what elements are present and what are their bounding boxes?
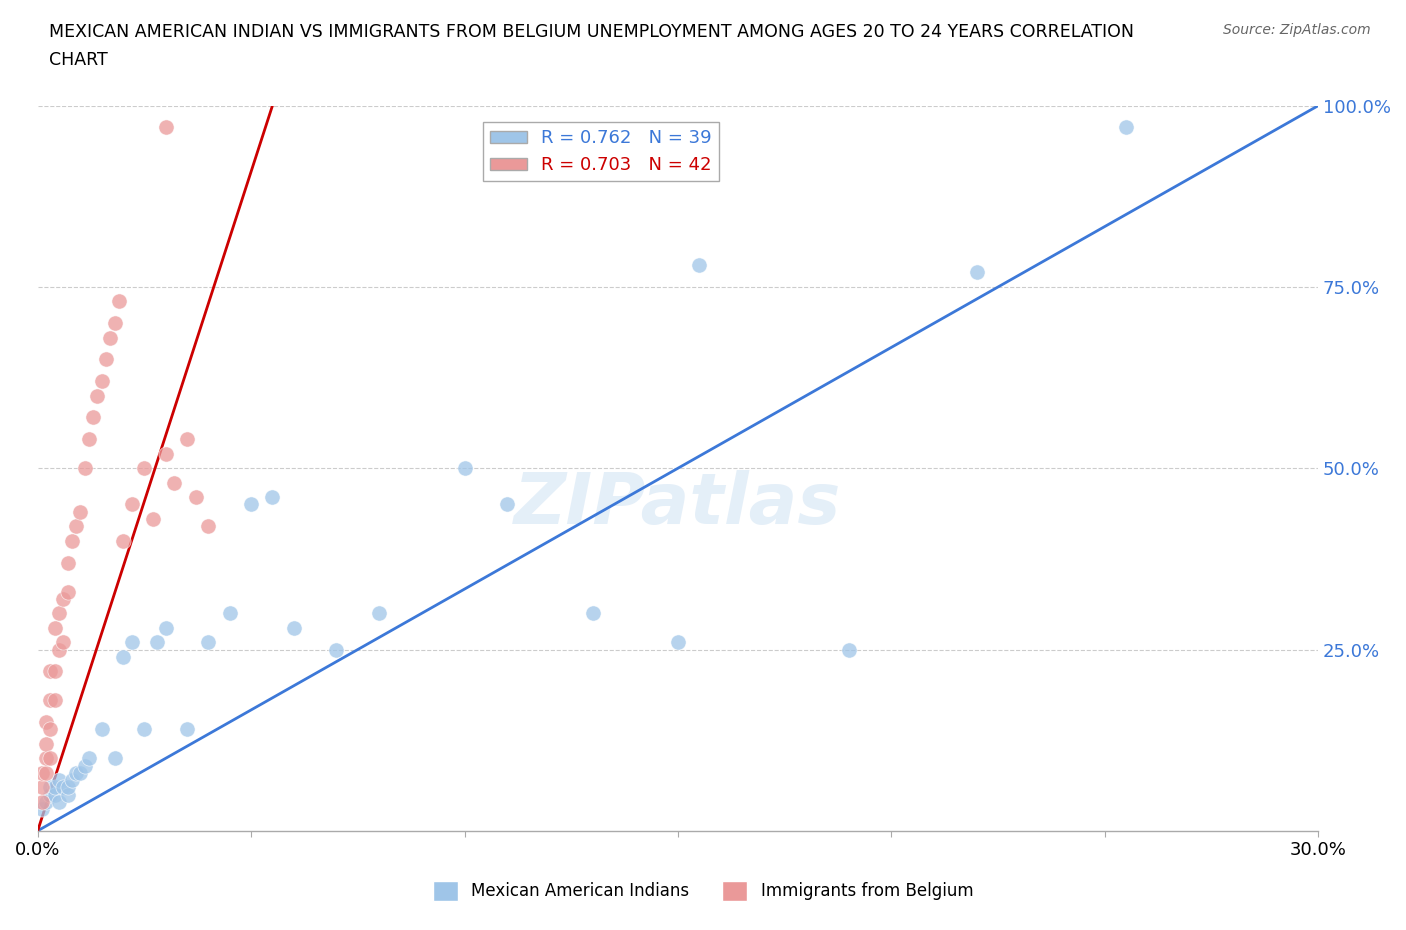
Point xyxy=(581,605,603,620)
Point xyxy=(966,265,988,280)
Point xyxy=(838,642,860,657)
Point xyxy=(48,794,70,809)
Point xyxy=(35,737,58,751)
Point xyxy=(44,620,66,635)
Point xyxy=(39,664,62,679)
Point xyxy=(121,497,143,512)
Point xyxy=(48,773,70,788)
Point xyxy=(155,620,177,635)
Point xyxy=(35,714,58,729)
Point xyxy=(52,635,75,650)
Point xyxy=(82,410,104,425)
Point xyxy=(60,773,83,788)
Point xyxy=(48,642,70,657)
Legend: Mexican American Indians, Immigrants from Belgium: Mexican American Indians, Immigrants fro… xyxy=(426,874,980,908)
Point xyxy=(155,120,177,135)
Point xyxy=(86,389,108,404)
Point xyxy=(121,635,143,650)
Point xyxy=(31,794,53,809)
Point xyxy=(39,787,62,802)
Point xyxy=(103,316,125,331)
Point xyxy=(134,460,156,475)
Point xyxy=(163,475,186,490)
Point xyxy=(52,780,75,795)
Point xyxy=(69,765,91,780)
Point xyxy=(325,642,347,657)
Point xyxy=(94,352,117,367)
Point xyxy=(56,555,79,570)
Point xyxy=(39,722,62,737)
Point xyxy=(73,460,96,475)
Point xyxy=(52,591,75,606)
Point xyxy=(368,605,391,620)
Text: CHART: CHART xyxy=(49,51,108,69)
Point xyxy=(1115,120,1137,135)
Point xyxy=(262,490,284,505)
Point xyxy=(77,432,100,446)
Point xyxy=(39,780,62,795)
Point xyxy=(60,533,83,548)
Point xyxy=(98,330,121,345)
Point xyxy=(134,722,156,737)
Point xyxy=(44,693,66,708)
Point xyxy=(283,620,305,635)
Text: Source: ZipAtlas.com: Source: ZipAtlas.com xyxy=(1223,23,1371,37)
Point xyxy=(56,787,79,802)
Point xyxy=(39,693,62,708)
Text: ZIPatlas: ZIPatlas xyxy=(515,470,842,539)
Point xyxy=(176,722,198,737)
Point xyxy=(39,751,62,765)
Point xyxy=(218,605,240,620)
Point xyxy=(496,497,519,512)
Point xyxy=(31,780,53,795)
Point xyxy=(666,635,689,650)
Point xyxy=(90,374,112,389)
Point xyxy=(112,649,135,664)
Point xyxy=(44,664,66,679)
Point xyxy=(31,802,53,817)
Point xyxy=(184,490,207,505)
Text: MEXICAN AMERICAN INDIAN VS IMMIGRANTS FROM BELGIUM UNEMPLOYMENT AMONG AGES 20 TO: MEXICAN AMERICAN INDIAN VS IMMIGRANTS FR… xyxy=(49,23,1135,41)
Point xyxy=(73,758,96,773)
Point xyxy=(35,765,58,780)
Point xyxy=(56,584,79,599)
Point xyxy=(453,460,475,475)
Point xyxy=(65,765,87,780)
Point xyxy=(112,533,135,548)
Point xyxy=(107,294,129,309)
Point xyxy=(240,497,263,512)
Legend: R = 0.762   N = 39, R = 0.703   N = 42: R = 0.762 N = 39, R = 0.703 N = 42 xyxy=(484,122,718,181)
Point xyxy=(48,605,70,620)
Point xyxy=(35,794,58,809)
Point xyxy=(65,519,87,534)
Point xyxy=(103,751,125,765)
Point xyxy=(688,258,710,272)
Point xyxy=(142,512,165,526)
Point xyxy=(56,780,79,795)
Point xyxy=(31,765,53,780)
Point xyxy=(77,751,100,765)
Point xyxy=(146,635,169,650)
Point xyxy=(90,722,112,737)
Point xyxy=(176,432,198,446)
Point xyxy=(197,635,219,650)
Point xyxy=(44,787,66,802)
Point xyxy=(155,446,177,461)
Point xyxy=(44,780,66,795)
Point xyxy=(35,751,58,765)
Point xyxy=(69,504,91,519)
Point xyxy=(197,519,219,534)
